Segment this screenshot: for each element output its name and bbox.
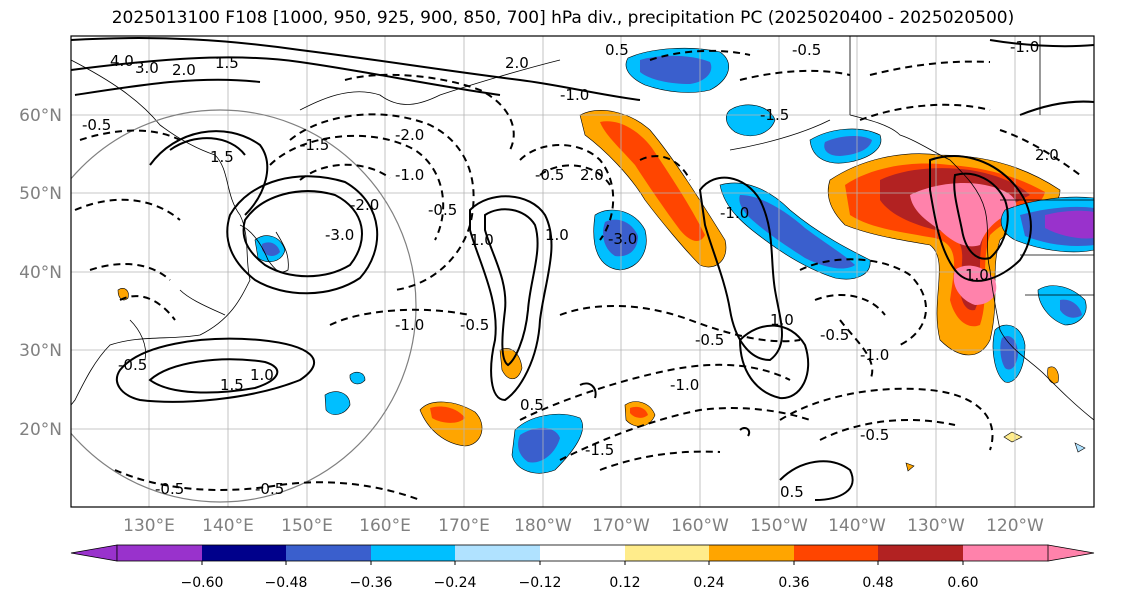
colorbar-segment — [709, 545, 795, 561]
colorbar-label: 0.60 — [947, 575, 978, 591]
contour-label: 2.0 — [580, 166, 604, 184]
colorbar-label: −0.60 — [181, 575, 224, 591]
lon-label: 120°W — [986, 516, 1044, 536]
lat-label: 30°N — [19, 341, 62, 361]
contour-label: -0.5 — [155, 480, 184, 498]
lon-label: 140°W — [828, 516, 886, 536]
contour-label: -1.0 — [1010, 38, 1039, 56]
contour-label: -1.0 — [670, 376, 699, 394]
lon-label: 140°E — [202, 516, 254, 536]
map-title: 2025013100 F108 [1000, 950, 925, 900, 85… — [111, 8, 1015, 28]
colorbar-label: −0.12 — [519, 575, 562, 591]
coastlines — [71, 36, 1094, 421]
longitude-labels: 130°E 140°E 150°E 160°E 170°E 180°W 170°… — [123, 516, 1044, 536]
colorbar-border — [116, 544, 1049, 562]
contour-label: -1.0 — [395, 166, 424, 184]
colorbar-segment — [371, 545, 456, 561]
lat-label: 40°N — [19, 263, 62, 283]
contour-label: 1.0 — [470, 231, 494, 249]
colorbar-labels: −0.60 −0.48 −0.36 −0.24 −0.12 0.12 0.24 … — [181, 575, 979, 591]
range-circle — [71, 109, 417, 503]
lat-label: 50°N — [19, 184, 62, 204]
contour-label: 1.5 — [215, 54, 239, 72]
colorbar-segment — [202, 545, 287, 561]
colorbar-segment — [794, 545, 879, 561]
colorbar-label: 0.48 — [862, 575, 893, 591]
contour-label: -1.5 — [760, 106, 789, 124]
lon-label: 180°W — [514, 516, 572, 536]
contour-label: -0.5 — [695, 331, 724, 349]
contour-label: -1.0 — [720, 204, 749, 222]
gridlines — [71, 36, 1094, 507]
divergence-contours-negative — [74, 49, 1081, 501]
contour-label: -0.5 — [535, 166, 564, 184]
colorbar-label: −0.48 — [265, 575, 308, 591]
contour-label: -1.0 — [395, 316, 424, 334]
lon-label: 150°W — [750, 516, 808, 536]
contour-label: 3.0 — [135, 59, 159, 77]
colorbar-segment — [117, 545, 203, 561]
contour-label: -0.5 — [792, 41, 821, 59]
lon-label: 130°W — [907, 516, 965, 536]
latitude-labels: 60°N 50°N 40°N 30°N 20°N — [19, 106, 62, 440]
colorbar-extend-min — [70, 544, 118, 562]
contour-label: 0.5 — [605, 41, 629, 59]
colorbar-segment — [963, 545, 1049, 561]
contour-label: -0.5 — [460, 316, 489, 334]
colorbar-label: 0.36 — [778, 575, 809, 591]
contour-label: 0.5 — [520, 396, 544, 414]
contour-label: -2.0 — [395, 126, 424, 144]
colorbar-segment — [625, 545, 710, 561]
contour-label: -0.5 — [428, 201, 457, 219]
contour-label: -1.0 — [560, 86, 589, 104]
contour-label: 2.0 — [1035, 146, 1059, 164]
contour-label: -0.5 — [860, 426, 889, 444]
contour-label: 1.5 — [220, 376, 244, 394]
contour-label: 2.0 — [505, 54, 529, 72]
lon-label: 150°E — [281, 516, 333, 536]
colorbar-segment — [286, 545, 372, 561]
contour-label: -1.0 — [860, 346, 889, 364]
lon-label: 130°E — [123, 516, 175, 536]
colorbar-label: −0.36 — [350, 575, 393, 591]
contour-label: -0.5 — [820, 326, 849, 344]
lon-label: 160°E — [359, 516, 411, 536]
lon-label: 170°W — [592, 516, 650, 536]
lat-label: 60°N — [19, 106, 62, 126]
colorbar-segment — [455, 545, 541, 561]
colorbar-label: 0.12 — [609, 575, 640, 591]
contour-label: -1.5 — [300, 136, 329, 154]
contour-label: 4.0 — [110, 52, 134, 70]
lon-label: 160°W — [671, 516, 729, 536]
contour-label: -0.5 — [82, 116, 111, 134]
contour-label: 1.0 — [545, 226, 569, 244]
map-frame — [70, 35, 1095, 508]
contour-label: 1.0 — [250, 366, 274, 384]
contour-label: 1.0 — [770, 311, 794, 329]
contour-label: 1.5 — [210, 148, 234, 166]
contour-label: -3.0 — [325, 226, 354, 244]
colorbar-segment — [878, 545, 964, 561]
colorbar-segment — [540, 545, 626, 561]
contour-label: -1.5 — [585, 441, 614, 459]
colorbar-extend-max — [1047, 544, 1095, 562]
contour-label: -3.0 — [608, 230, 637, 248]
contour-label: -0.5 — [118, 356, 147, 374]
contour-label: -0.5 — [255, 480, 284, 498]
contour-labels: 4.0 3.0 2.0 1.5 -0.5 -1.5 -2.0 -1.0 -0.5… — [82, 38, 1059, 501]
lon-label: 170°E — [438, 516, 490, 536]
precipitation-shading — [117, 47, 1094, 474]
contour-label: 2.0 — [172, 61, 196, 79]
contour-label: 1.0 — [965, 266, 989, 284]
colorbar-label: 0.24 — [693, 575, 724, 591]
lat-label: 20°N — [19, 420, 62, 440]
contour-label: -2.0 — [350, 196, 379, 214]
colorbar — [70, 544, 1095, 565]
contour-label: 0.5 — [780, 483, 804, 501]
divergence-contours-positive — [71, 37, 1094, 501]
colorbar-label: −0.24 — [434, 575, 477, 591]
